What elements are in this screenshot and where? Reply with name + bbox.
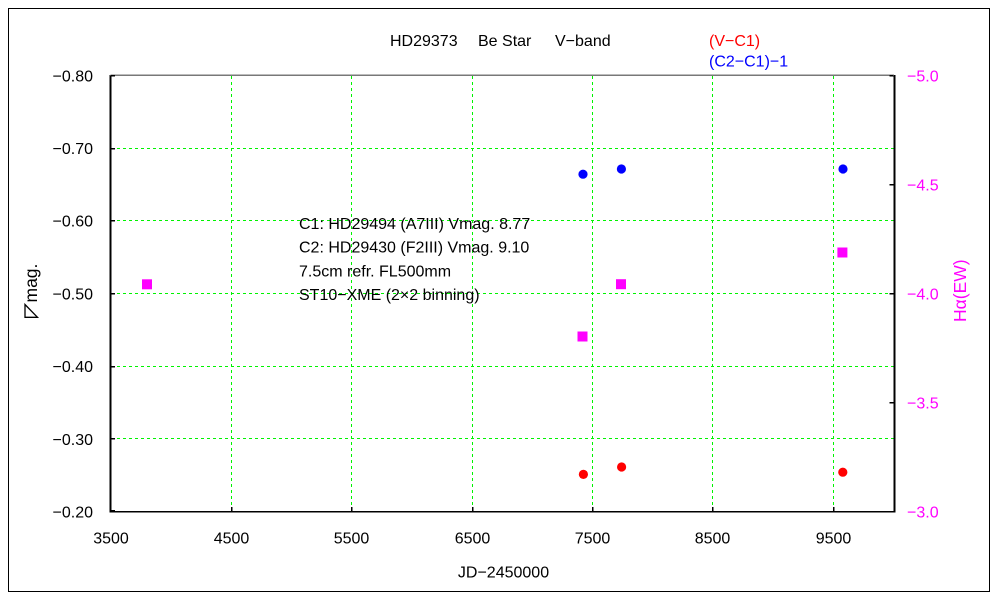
svg-text:(C2−C1)−1: (C2−C1)−1	[709, 54, 788, 71]
svg-text:3500: 3500	[93, 531, 129, 548]
svg-text:−0.60: −0.60	[53, 214, 94, 231]
svg-text:4500: 4500	[214, 531, 250, 548]
svg-text:−0.30: −0.30	[53, 432, 94, 449]
svg-text:−5.0: −5.0	[907, 68, 939, 85]
svg-text:ST10−XME (2×2 binning): ST10−XME (2×2 binning)	[299, 287, 480, 304]
svg-text:Be Star: Be Star	[478, 33, 532, 50]
svg-text:9500: 9500	[816, 531, 852, 548]
svg-text:−3.0: −3.0	[907, 505, 939, 522]
svg-text:−4.5: −4.5	[907, 177, 939, 194]
svg-text:−3.5: −3.5	[907, 395, 939, 412]
svg-text:V−band: V−band	[555, 33, 611, 50]
svg-text:−0.80: −0.80	[53, 68, 94, 85]
svg-text:(V−C1): (V−C1)	[709, 33, 760, 50]
svg-text:−0.50: −0.50	[53, 286, 94, 303]
svg-text:Hα(EW): Hα(EW)	[950, 259, 970, 322]
svg-text:mag.: mag.	[21, 264, 41, 303]
svg-text:7.5cm refr. FL500mm: 7.5cm refr. FL500mm	[299, 263, 451, 280]
svg-text:−0.20: −0.20	[53, 505, 94, 522]
svg-text:8500: 8500	[695, 531, 731, 548]
svg-text:HD29373: HD29373	[390, 33, 458, 50]
svg-text:JD−2450000: JD−2450000	[458, 565, 549, 582]
svg-text:C2: HD29430 (F2III) Vmag. 9.10: C2: HD29430 (F2III) Vmag. 9.10	[299, 240, 529, 257]
svg-text:6500: 6500	[455, 531, 491, 548]
svg-text:7500: 7500	[575, 531, 611, 548]
svg-text:5500: 5500	[334, 531, 370, 548]
svg-text:−0.70: −0.70	[53, 141, 94, 158]
svg-text:−0.40: −0.40	[53, 359, 94, 376]
svg-text:C1: HD29494 (A7III) Vmag. 8.77: C1: HD29494 (A7III) Vmag. 8.77	[299, 216, 530, 233]
svg-text:−4.0: −4.0	[907, 286, 939, 303]
